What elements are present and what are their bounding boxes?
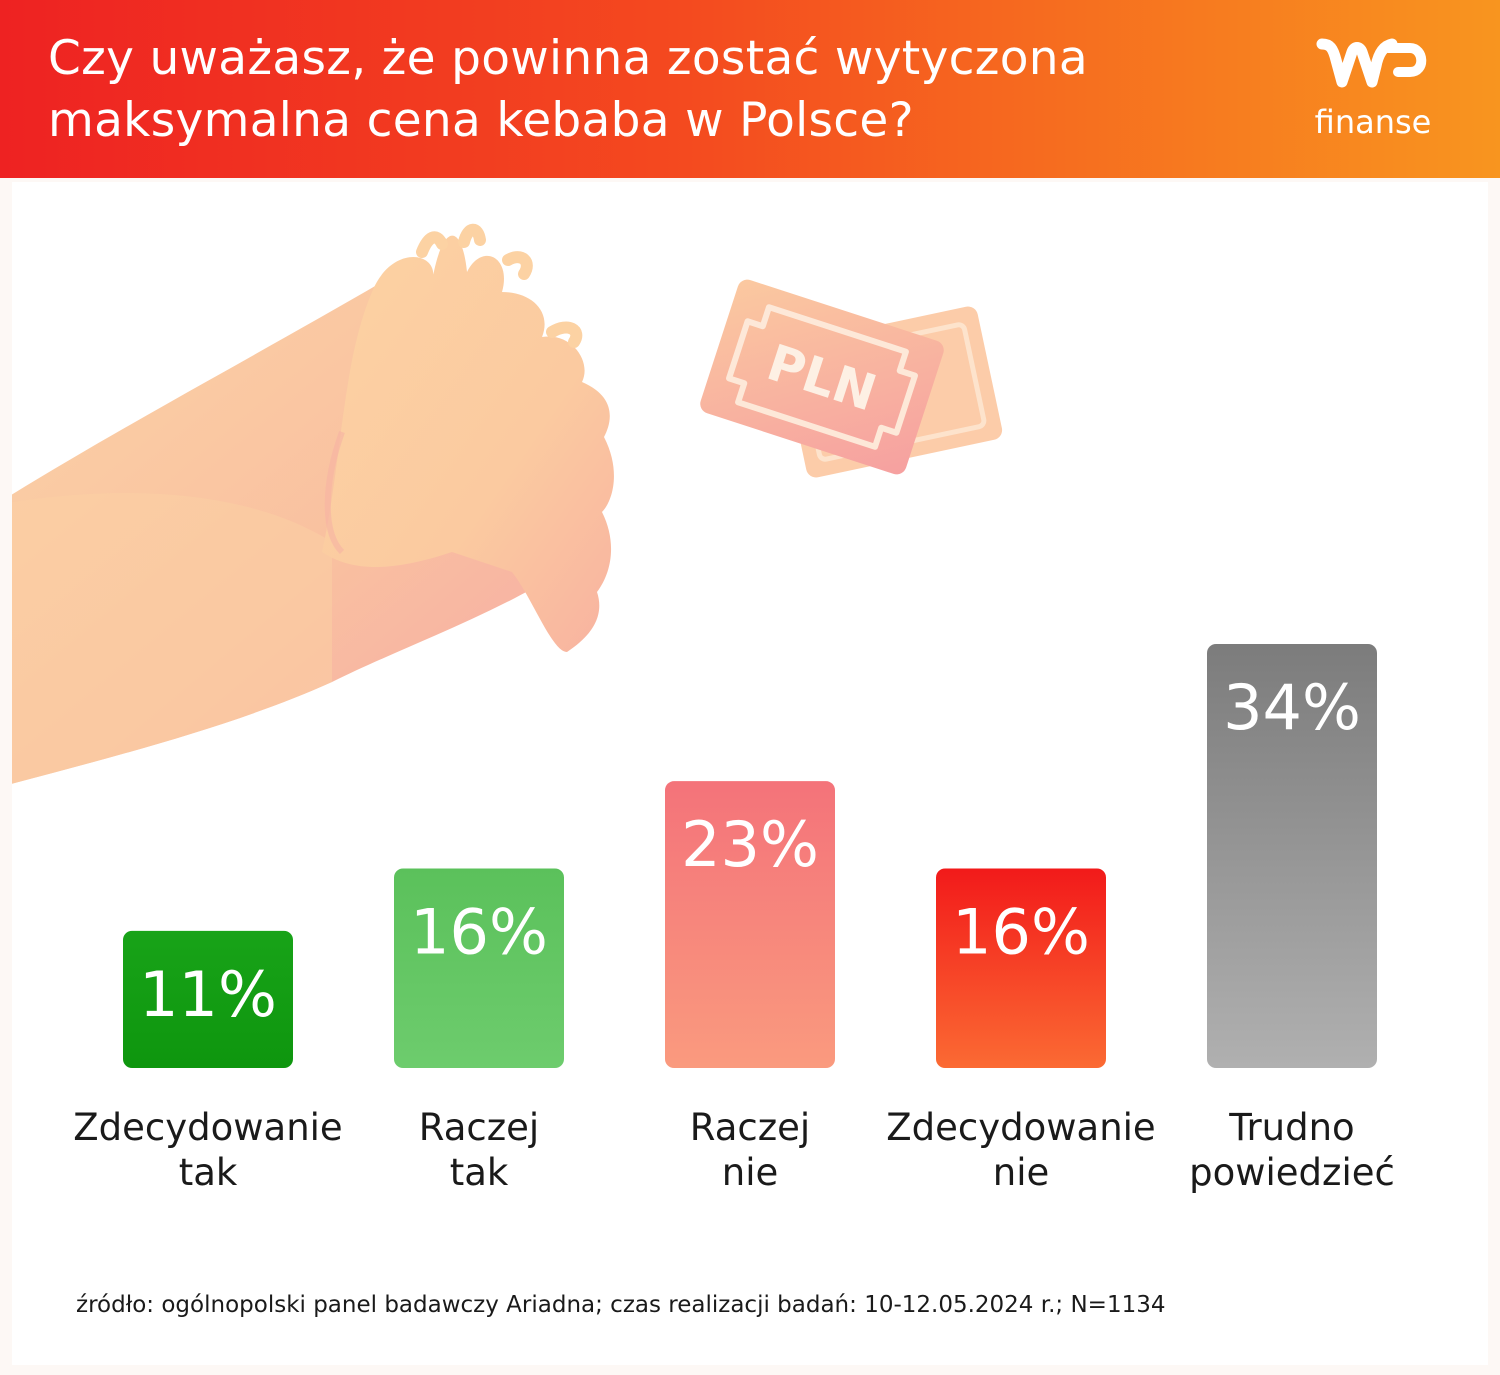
bar-1 bbox=[123, 930, 293, 1068]
source-note: źródło: ogólnopolski panel badawczy Aria… bbox=[76, 1292, 1166, 1318]
category-label: powiedzieć bbox=[1189, 1151, 1395, 1194]
category-label: Raczej bbox=[419, 1106, 539, 1149]
header-banner: Czy uważasz, że powinna zostać wytyczona… bbox=[0, 0, 1500, 178]
fist-arm-icon bbox=[12, 223, 614, 784]
category-label: nie bbox=[722, 1151, 779, 1194]
page-title: Czy uważasz, że powinna zostać wytyczona… bbox=[48, 31, 1088, 148]
bar-chart: 11%16%23%16%34% ZdecydowanietakRaczejtak… bbox=[73, 644, 1395, 1194]
banknote-icon: PLN bbox=[700, 279, 1003, 478]
category-label: nie bbox=[993, 1151, 1050, 1194]
category-label: Trudno bbox=[1228, 1106, 1354, 1149]
brand-logo-text: finanse bbox=[1314, 103, 1432, 141]
bar-value-label: 16% bbox=[952, 895, 1090, 968]
bar-value-label: 16% bbox=[410, 895, 548, 968]
bar-value-label: 34% bbox=[1223, 671, 1361, 744]
bar-2 bbox=[394, 868, 564, 1068]
category-label: Zdecydowanie bbox=[886, 1106, 1155, 1149]
category-label: tak bbox=[450, 1151, 509, 1194]
bar-value-label: 11% bbox=[139, 958, 277, 1031]
category-label: Raczej bbox=[690, 1106, 810, 1149]
bar-value-label: 23% bbox=[681, 808, 819, 881]
bar-3 bbox=[665, 781, 835, 1068]
bar-4 bbox=[936, 868, 1106, 1068]
wp-logo-icon bbox=[1316, 38, 1427, 88]
brand-logo: finanse bbox=[1308, 38, 1438, 148]
illustration: PLN bbox=[12, 223, 1003, 784]
category-label: Zdecydowanie bbox=[73, 1106, 342, 1149]
bar-5 bbox=[1207, 644, 1377, 1068]
category-label: tak bbox=[179, 1151, 238, 1194]
content-area: PLN 11% 16% 23% 16% 34% Zdecydowanie tak Racze… bbox=[12, 182, 1488, 1365]
